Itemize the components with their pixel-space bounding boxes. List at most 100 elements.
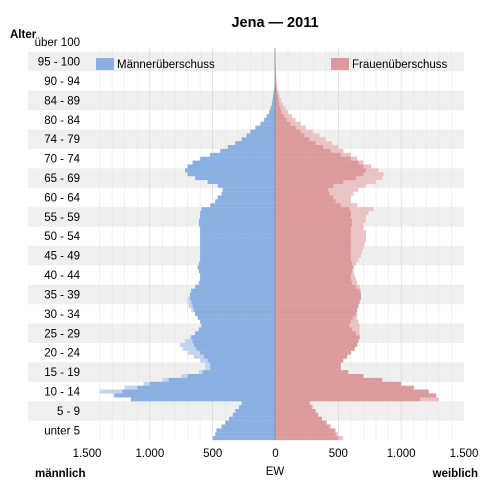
male-bar [198, 261, 276, 266]
female-bar [275, 346, 355, 351]
male-bar [215, 432, 276, 437]
male-bar [266, 113, 276, 119]
female-surplus-bar [329, 191, 354, 196]
female-surplus-bar [352, 327, 360, 332]
female-bar [275, 288, 360, 293]
age-group-label: 25 - 29 [44, 328, 80, 340]
male-bar [192, 339, 276, 344]
female-bar [275, 389, 429, 394]
female-bar [275, 342, 358, 348]
male-bar [130, 397, 276, 402]
male-bar [187, 172, 276, 177]
female-surplus-bar [365, 168, 379, 173]
female-bar [275, 292, 361, 297]
female-bar [275, 79, 277, 84]
female-surplus-bar [300, 129, 314, 134]
x-tick-label: 500 [329, 448, 348, 460]
male-bar [200, 234, 276, 239]
female-surplus-bar [355, 311, 358, 316]
female-bar [275, 319, 351, 324]
male-bar [215, 199, 276, 204]
male-bar [168, 377, 276, 382]
female-bar [275, 129, 301, 134]
female-surplus-bar [309, 401, 311, 406]
male-bar [221, 424, 276, 429]
female-surplus-bar [352, 280, 358, 285]
male-bar [195, 311, 276, 316]
male-bar [197, 315, 276, 320]
male-surplus-bar [187, 300, 192, 305]
female-surplus-bar [325, 420, 328, 425]
age-group-label: 70 - 74 [44, 154, 80, 166]
male-bar [149, 381, 276, 386]
female-bar [275, 253, 351, 258]
female-bar [275, 152, 341, 157]
female-bar [275, 327, 353, 332]
female-bar [275, 385, 414, 390]
female-surplus-bar [309, 137, 326, 142]
female-bar [275, 183, 334, 188]
male-bar [200, 156, 276, 161]
male-surplus-bar [198, 370, 203, 375]
male-bar [222, 187, 276, 192]
male-surplus-bar [205, 362, 211, 367]
female-bar [275, 420, 326, 425]
male-surplus-bar [190, 335, 192, 340]
female-surplus-bar [350, 242, 365, 247]
female-surplus-bar [363, 164, 372, 169]
female-bar [275, 137, 310, 142]
male-bar [200, 319, 276, 324]
female-bar [275, 436, 339, 441]
female-surplus-bar [330, 148, 344, 153]
female-bar [275, 90, 278, 95]
female-bar [275, 218, 353, 223]
male-surplus-bar [179, 342, 194, 348]
female-surplus-bar [350, 273, 355, 278]
x-axis-title: EW [266, 466, 285, 478]
male-bar [195, 331, 276, 336]
female-bar [275, 381, 402, 386]
male-bar [273, 90, 276, 95]
female-bar [275, 117, 287, 122]
female-surplus-bar [350, 230, 366, 235]
female-bar [275, 203, 341, 208]
female-bar [275, 358, 344, 363]
female-bar [275, 311, 356, 316]
age-group-label: 40 - 44 [44, 270, 80, 282]
x-tick-label: 1.500 [450, 448, 479, 460]
female-surplus-bar [290, 121, 301, 126]
right-side-label: weiblich [432, 468, 478, 480]
female-surplus-bar [335, 199, 351, 204]
male-bar [137, 385, 276, 390]
male-bar [272, 94, 276, 99]
male-bar [250, 129, 276, 134]
female-bar [275, 412, 319, 417]
male-surplus-bar [187, 296, 191, 301]
female-surplus-bar [352, 261, 356, 266]
male-bar [202, 370, 276, 375]
female-surplus-bar [363, 172, 384, 177]
female-bar [275, 276, 351, 282]
male-surplus-bar [124, 385, 138, 390]
male-bar [210, 203, 276, 208]
female-bar [275, 315, 354, 320]
female-bar [275, 269, 353, 274]
female-bar [275, 125, 296, 130]
female-surplus-bar [323, 145, 339, 150]
female-surplus-bar [350, 238, 366, 243]
female-surplus-bar [333, 183, 366, 188]
female-surplus-bar [349, 207, 374, 212]
age-group-label: 65 - 69 [44, 173, 80, 185]
male-bar [200, 211, 276, 216]
female-surplus-bar [335, 432, 339, 437]
female-bar [275, 207, 350, 212]
male-bar [190, 292, 276, 297]
male-bar [200, 257, 276, 262]
female-surplus-bar [295, 125, 306, 130]
male-bar [197, 265, 276, 270]
legend-female-surplus-swatch [331, 58, 349, 70]
male-bar [207, 179, 276, 184]
female-surplus-bar [280, 106, 286, 111]
male-bar [235, 141, 276, 146]
male-surplus-bar [188, 304, 193, 309]
